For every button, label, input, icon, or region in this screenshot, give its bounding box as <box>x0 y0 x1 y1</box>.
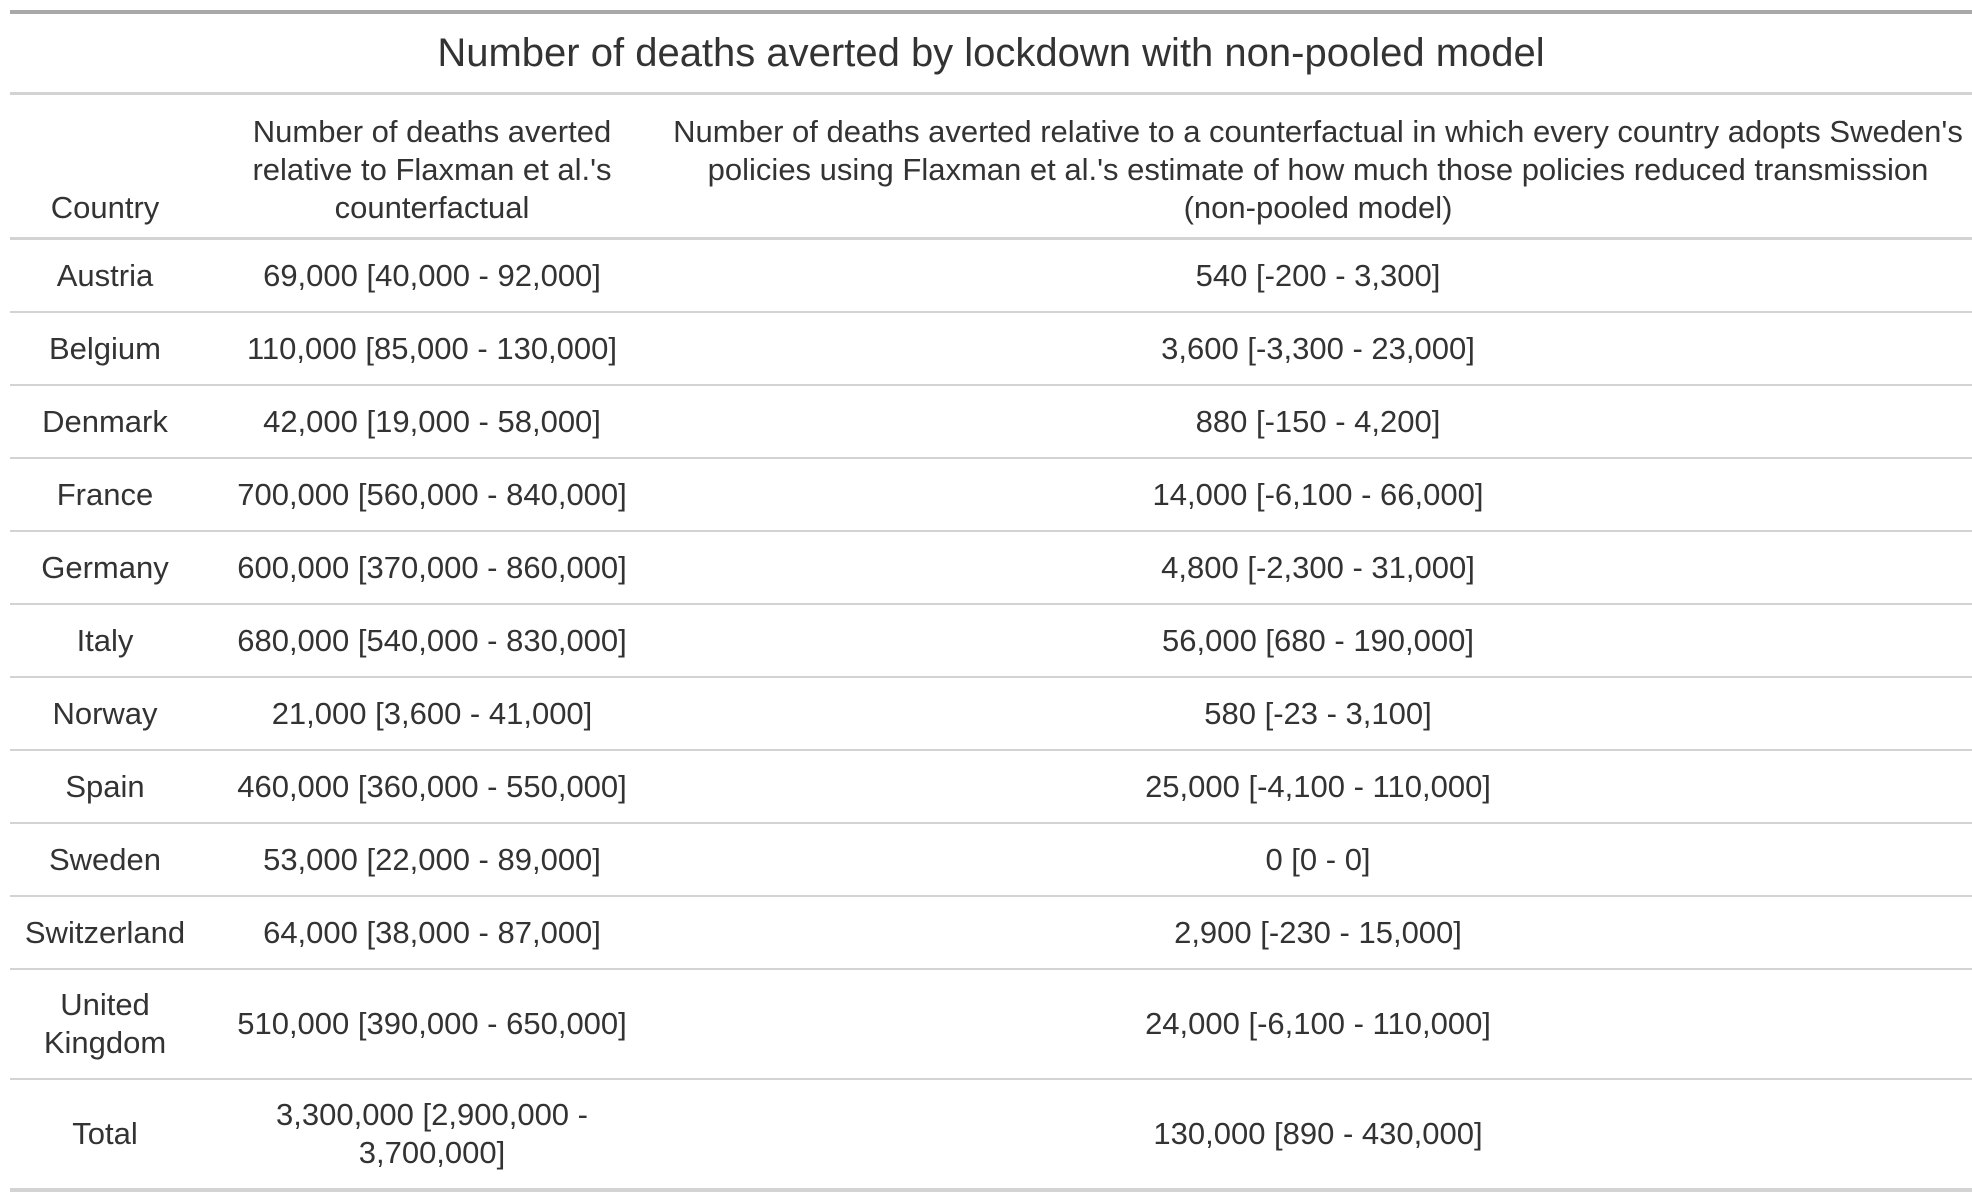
country-cell: Total <box>10 1079 200 1192</box>
flaxman-cell: 510,000 [390,000 - 650,000] <box>200 969 664 1080</box>
sweden-cell: 880 [-150 - 4,200] <box>664 385 1972 459</box>
sweden-cell: 3,600 [-3,300 - 23,000] <box>664 312 1972 386</box>
table-row: Italy 680,000 [540,000 - 830,000] 56,000… <box>10 604 1972 678</box>
country-cell: Italy <box>10 604 200 678</box>
table-row: Denmark 42,000 [19,000 - 58,000] 880 [-1… <box>10 385 1972 459</box>
flaxman-cell: 110,000 [85,000 - 130,000] <box>200 312 664 386</box>
table-row: France 700,000 [560,000 - 840,000] 14,00… <box>10 458 1972 532</box>
table-row: United Kingdom 510,000 [390,000 - 650,00… <box>10 969 1972 1080</box>
column-header-flaxman-counterfactual: Number of deaths averted relative to Fla… <box>200 95 664 240</box>
results-table-panel: Number of deaths averted by lockdown wit… <box>10 10 1972 1192</box>
top-rule <box>10 10 1972 14</box>
table-row-total: Total 3,300,000 [2,900,000 - 3,700,000] … <box>10 1079 1972 1192</box>
country-cell: Germany <box>10 531 200 605</box>
flaxman-cell: 21,000 [3,600 - 41,000] <box>200 677 664 751</box>
sweden-cell: 24,000 [-6,100 - 110,000] <box>664 969 1972 1080</box>
country-cell: France <box>10 458 200 532</box>
table-row: Germany 600,000 [370,000 - 860,000] 4,80… <box>10 531 1972 605</box>
flaxman-cell: 3,300,000 [2,900,000 - 3,700,000] <box>200 1079 664 1192</box>
country-cell: United Kingdom <box>10 969 200 1080</box>
flaxman-cell: 64,000 [38,000 - 87,000] <box>200 896 664 970</box>
column-header-sweden-counterfactual: Number of deaths averted relative to a c… <box>664 95 1972 240</box>
table-row: Sweden 53,000 [22,000 - 89,000] 0 [0 - 0… <box>10 823 1972 897</box>
sweden-cell: 56,000 [680 - 190,000] <box>664 604 1972 678</box>
table-row: Switzerland 64,000 [38,000 - 87,000] 2,9… <box>10 896 1972 970</box>
country-cell: Sweden <box>10 823 200 897</box>
table-row: Norway 21,000 [3,600 - 41,000] 580 [-23 … <box>10 677 1972 751</box>
table-row: Belgium 110,000 [85,000 - 130,000] 3,600… <box>10 312 1972 386</box>
country-cell: Switzerland <box>10 896 200 970</box>
flaxman-cell: 53,000 [22,000 - 89,000] <box>200 823 664 897</box>
flaxman-cell: 42,000 [19,000 - 58,000] <box>200 385 664 459</box>
sweden-cell: 130,000 [890 - 430,000] <box>664 1079 1972 1192</box>
country-cell: Austria <box>10 238 200 313</box>
flaxman-cell: 680,000 [540,000 - 830,000] <box>200 604 664 678</box>
flaxman-cell: 600,000 [370,000 - 860,000] <box>200 531 664 605</box>
sweden-cell: 540 [-200 - 3,300] <box>664 238 1972 313</box>
sweden-cell: 0 [0 - 0] <box>664 823 1972 897</box>
header-row: Country Number of deaths averted relativ… <box>10 95 1972 240</box>
flaxman-cell: 460,000 [360,000 - 550,000] <box>200 750 664 824</box>
sweden-cell: 580 [-23 - 3,100] <box>664 677 1972 751</box>
table-title: Number of deaths averted by lockdown wit… <box>10 14 1972 95</box>
sweden-cell: 4,800 [-2,300 - 31,000] <box>664 531 1972 605</box>
sweden-cell: 2,900 [-230 - 15,000] <box>664 896 1972 970</box>
country-cell: Norway <box>10 677 200 751</box>
table-row: Austria 69,000 [40,000 - 92,000] 540 [-2… <box>10 238 1972 313</box>
country-cell: Belgium <box>10 312 200 386</box>
flaxman-cell: 69,000 [40,000 - 92,000] <box>200 238 664 313</box>
flaxman-cell: 700,000 [560,000 - 840,000] <box>200 458 664 532</box>
results-table: Country Number of deaths averted relativ… <box>10 95 1972 1192</box>
country-cell: Spain <box>10 750 200 824</box>
sweden-cell: 14,000 [-6,100 - 66,000] <box>664 458 1972 532</box>
column-header-country: Country <box>10 95 200 240</box>
country-cell: Denmark <box>10 385 200 459</box>
sweden-cell: 25,000 [-4,100 - 110,000] <box>664 750 1972 824</box>
table-row: Spain 460,000 [360,000 - 550,000] 25,000… <box>10 750 1972 824</box>
